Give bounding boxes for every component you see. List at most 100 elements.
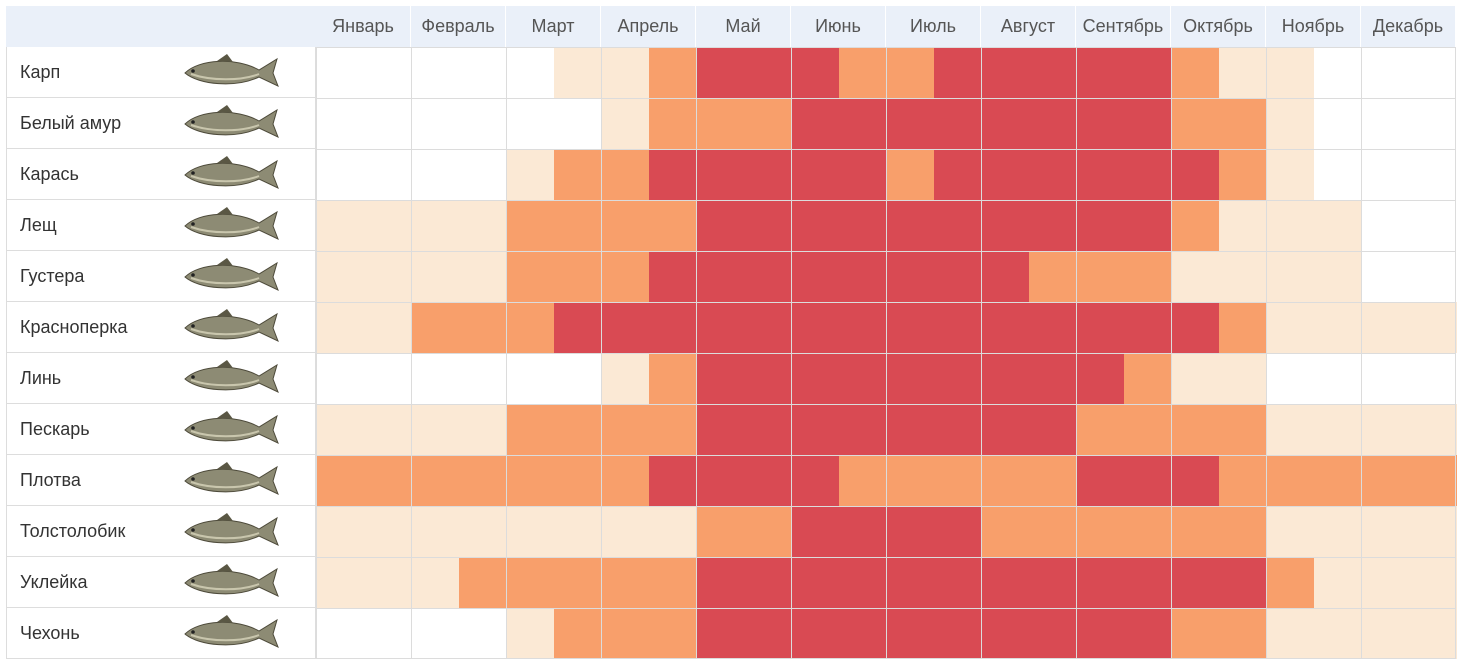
activity-cell xyxy=(696,47,744,98)
activity-cell xyxy=(743,455,792,506)
activity-cell xyxy=(1028,506,1077,557)
fish-name: Плотва xyxy=(6,455,146,506)
activity-cell xyxy=(553,47,602,98)
activity-cell xyxy=(506,98,554,149)
activity-cell xyxy=(458,557,507,608)
activity-cell xyxy=(933,353,982,404)
activity-cell xyxy=(458,608,507,659)
activity-cell xyxy=(1266,302,1314,353)
fish-name: Линь xyxy=(6,353,146,404)
activity-cell xyxy=(743,47,792,98)
sabre-carp-icon xyxy=(146,608,316,659)
activity-cell xyxy=(886,302,934,353)
activity-cell xyxy=(981,404,1029,455)
activity-cell xyxy=(601,455,649,506)
activity-cell xyxy=(363,251,412,302)
activity-cell xyxy=(1266,506,1314,557)
activity-cell xyxy=(791,506,839,557)
activity-cell xyxy=(743,149,792,200)
activity-cell xyxy=(553,557,602,608)
activity-cell xyxy=(981,455,1029,506)
activity-cell xyxy=(601,353,649,404)
activity-cell xyxy=(886,455,934,506)
activity-cell xyxy=(1361,302,1409,353)
activity-cell xyxy=(696,353,744,404)
grid-line-horizontal xyxy=(316,455,1456,456)
activity-cell xyxy=(838,506,887,557)
activity-cell xyxy=(363,98,412,149)
month-header: Апрель xyxy=(601,6,696,47)
activity-cell xyxy=(1123,506,1172,557)
activity-cell xyxy=(1076,506,1124,557)
activity-cell xyxy=(1171,200,1219,251)
grid-line-horizontal xyxy=(316,47,1456,48)
activity-cell xyxy=(316,557,364,608)
activity-cell xyxy=(648,98,697,149)
activity-cell xyxy=(1171,557,1219,608)
activity-cell xyxy=(933,149,982,200)
activity-cell xyxy=(458,47,507,98)
activity-cell xyxy=(1361,557,1409,608)
activity-cell xyxy=(648,251,697,302)
activity-cell xyxy=(506,47,554,98)
activity-cell xyxy=(316,608,364,659)
month-header: Октябрь xyxy=(1171,6,1266,47)
activity-cell xyxy=(933,47,982,98)
fish-name: Чехонь xyxy=(6,608,146,659)
activity-cell xyxy=(411,455,459,506)
activity-cell xyxy=(1123,404,1172,455)
activity-cell xyxy=(553,251,602,302)
white-bream-icon-graphic xyxy=(183,258,279,291)
activity-cell xyxy=(363,608,412,659)
activity-cell xyxy=(458,302,507,353)
activity-cell xyxy=(1028,353,1077,404)
activity-cell xyxy=(981,149,1029,200)
activity-cell xyxy=(601,302,649,353)
activity-cell xyxy=(458,98,507,149)
activity-cell xyxy=(1028,200,1077,251)
activity-cell xyxy=(553,404,602,455)
month-header: Декабрь xyxy=(1361,6,1456,47)
activity-cell xyxy=(1123,608,1172,659)
activity-cell xyxy=(1361,200,1409,251)
activity-cell xyxy=(981,608,1029,659)
activity-cell xyxy=(791,149,839,200)
grid-line-horizontal xyxy=(316,200,1456,201)
activity-cell xyxy=(933,302,982,353)
activity-cell xyxy=(1361,47,1409,98)
activity-cell xyxy=(506,353,554,404)
grid-line-horizontal xyxy=(316,302,1456,303)
activity-cell xyxy=(791,302,839,353)
activity-cell xyxy=(1408,302,1457,353)
activity-cell xyxy=(1361,455,1409,506)
fish-name: Красноперка xyxy=(6,302,146,353)
activity-cell xyxy=(1313,98,1362,149)
activity-cell xyxy=(1408,200,1457,251)
grid-line-horizontal xyxy=(316,98,1456,99)
activity-cell xyxy=(363,200,412,251)
activity-cell xyxy=(1313,251,1362,302)
activity-cell xyxy=(743,98,792,149)
activity-cell xyxy=(506,200,554,251)
activity-cell xyxy=(648,47,697,98)
activity-cell xyxy=(363,302,412,353)
activity-cell xyxy=(1266,149,1314,200)
activity-cell xyxy=(458,200,507,251)
bleak-icon xyxy=(146,557,316,608)
activity-cell xyxy=(696,455,744,506)
activity-cell xyxy=(838,557,887,608)
fish-name: Лещ xyxy=(6,200,146,251)
activity-cell xyxy=(791,98,839,149)
activity-cell xyxy=(933,455,982,506)
activity-cell xyxy=(411,251,459,302)
activity-cell xyxy=(1123,149,1172,200)
activity-cell xyxy=(1171,353,1219,404)
activity-cell xyxy=(1361,149,1409,200)
activity-cell xyxy=(553,608,602,659)
activity-cell xyxy=(743,506,792,557)
activity-cell xyxy=(1313,404,1362,455)
activity-cell xyxy=(506,149,554,200)
activity-cell xyxy=(1266,200,1314,251)
sabre-carp-icon-graphic xyxy=(183,615,279,648)
month-header: Март xyxy=(506,6,601,47)
